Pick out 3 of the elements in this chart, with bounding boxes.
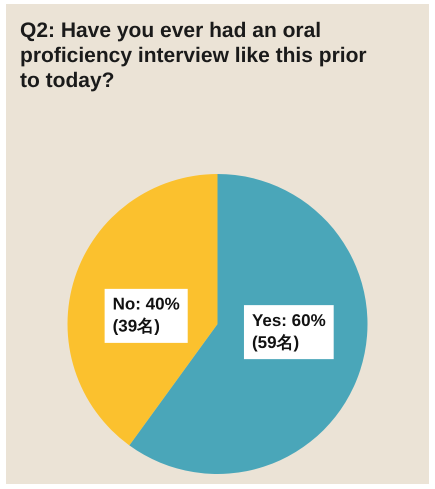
- chart-title: Q2: Have you ever had an oral proficiency interview like this prior to today?: [20, 18, 368, 93]
- slice-label: No: 40% (39名): [112, 294, 180, 336]
- slice-label: Yes: 60% (59名): [252, 310, 326, 352]
